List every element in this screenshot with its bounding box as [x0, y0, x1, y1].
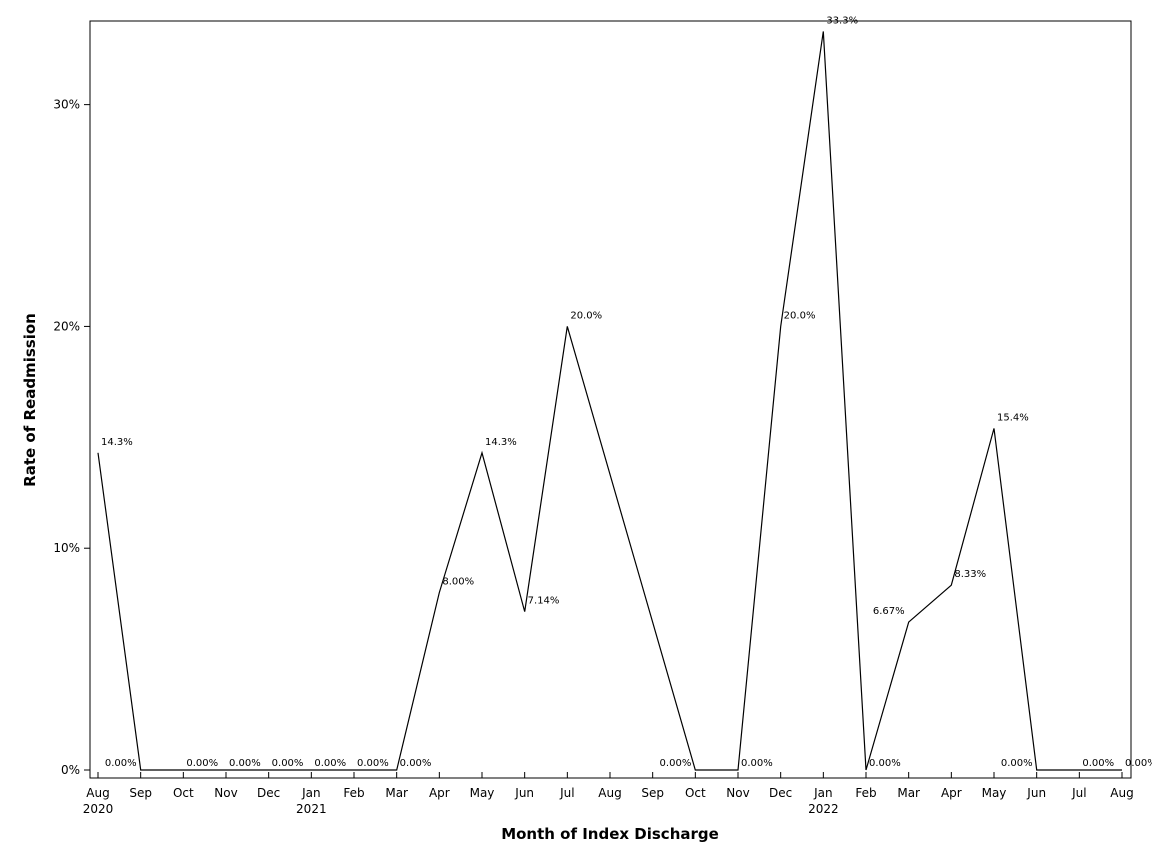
data-label-21: 0.00% [1082, 758, 1114, 769]
data-label-12: 0.00% [660, 758, 692, 769]
data-label-11: 20.0% [570, 310, 602, 321]
data-label-20: 0.00% [1001, 758, 1033, 769]
data-label-17: 6.67% [873, 606, 905, 617]
x-tick-label-19: Mar [897, 786, 920, 800]
data-label-22: 0.00% [1125, 758, 1152, 769]
plot-frame [89, 20, 1132, 779]
data-labels: 14.3% 0.00% 0.00% 0.00% 0.00% 0.00% 0.00% 0.00%… [101, 15, 1152, 769]
data-label-19: 15.4% [997, 412, 1029, 423]
data-label-8: 8.00% [442, 577, 474, 588]
y-axis: 0% 10% 20% 30% [53, 98, 90, 777]
x-tick-label-8: Apr [429, 786, 450, 800]
data-label-16: 0.00% [869, 758, 901, 769]
x-tick-label-13: Sep [641, 786, 664, 800]
x-tick-label-17: Jan [813, 786, 833, 800]
data-label-14: 20.0% [784, 310, 816, 321]
x-tick-label-0: Aug [86, 786, 109, 800]
data-label-4: 0.00% [272, 758, 304, 769]
x-tick-label-20: Apr [941, 786, 962, 800]
x-tick-label-4: Dec [257, 786, 280, 800]
data-label-7: 0.00% [400, 758, 432, 769]
x-tick-year-0: 2020 [83, 802, 114, 816]
x-tick-label-15: Nov [726, 786, 749, 800]
x-tick-label-14: Oct [685, 786, 706, 800]
x-tick-label-16: Dec [769, 786, 792, 800]
x-tick-label-12: Aug [598, 786, 621, 800]
x-tick-year-17: 2022 [808, 802, 839, 816]
x-tick-label-7: Mar [385, 786, 408, 800]
data-label-13: 0.00% [741, 758, 773, 769]
y-tick-label-3: 30% [53, 98, 80, 112]
x-tick-label-22: Jun [1026, 786, 1046, 800]
data-label-18: 8.33% [954, 569, 986, 580]
x-tick-label-21: May [982, 786, 1007, 800]
x-axis-title: Month of Index Discharge [501, 825, 719, 843]
data-label-1: 0.00% [105, 758, 137, 769]
y-axis-title: Rate of Readmission [21, 313, 39, 487]
y-tick-label-2: 20% [53, 319, 80, 333]
x-tick-label-3: Nov [214, 786, 237, 800]
data-label-9: 14.3% [485, 437, 517, 448]
data-label-10: 7.14% [528, 596, 560, 607]
y-tick-label-1: 10% [53, 541, 80, 555]
x-tick-label-10: Jun [514, 786, 534, 800]
x-tick-label-5: Jan [301, 786, 321, 800]
x-tick-label-9: May [470, 786, 495, 800]
data-label-6: 0.00% [357, 758, 389, 769]
data-label-2: 0.00% [186, 758, 218, 769]
data-label-5: 0.00% [314, 758, 346, 769]
data-label-0: 14.3% [101, 437, 133, 448]
series-line [97, 31, 1122, 771]
x-tick-label-6: Feb [343, 786, 364, 800]
y-tick-label-0: 0% [61, 763, 80, 777]
x-tick-year-5: 2021 [296, 802, 327, 816]
data-label-15: 33.3% [826, 15, 858, 26]
x-tick-label-24: Aug [1110, 786, 1133, 800]
x-tick-label-23: Jul [1071, 786, 1086, 800]
x-tick-label-18: Feb [855, 786, 876, 800]
x-tick-label-2: Oct [173, 786, 194, 800]
x-axis: Aug 2020 Sep Oct Nov Dec Jan 2021 Feb Mar Apr May Ju… [83, 772, 1134, 816]
x-tick-label-1: Sep [129, 786, 152, 800]
data-label-3: 0.00% [229, 758, 261, 769]
x-tick-label-11: Jul [559, 786, 574, 800]
